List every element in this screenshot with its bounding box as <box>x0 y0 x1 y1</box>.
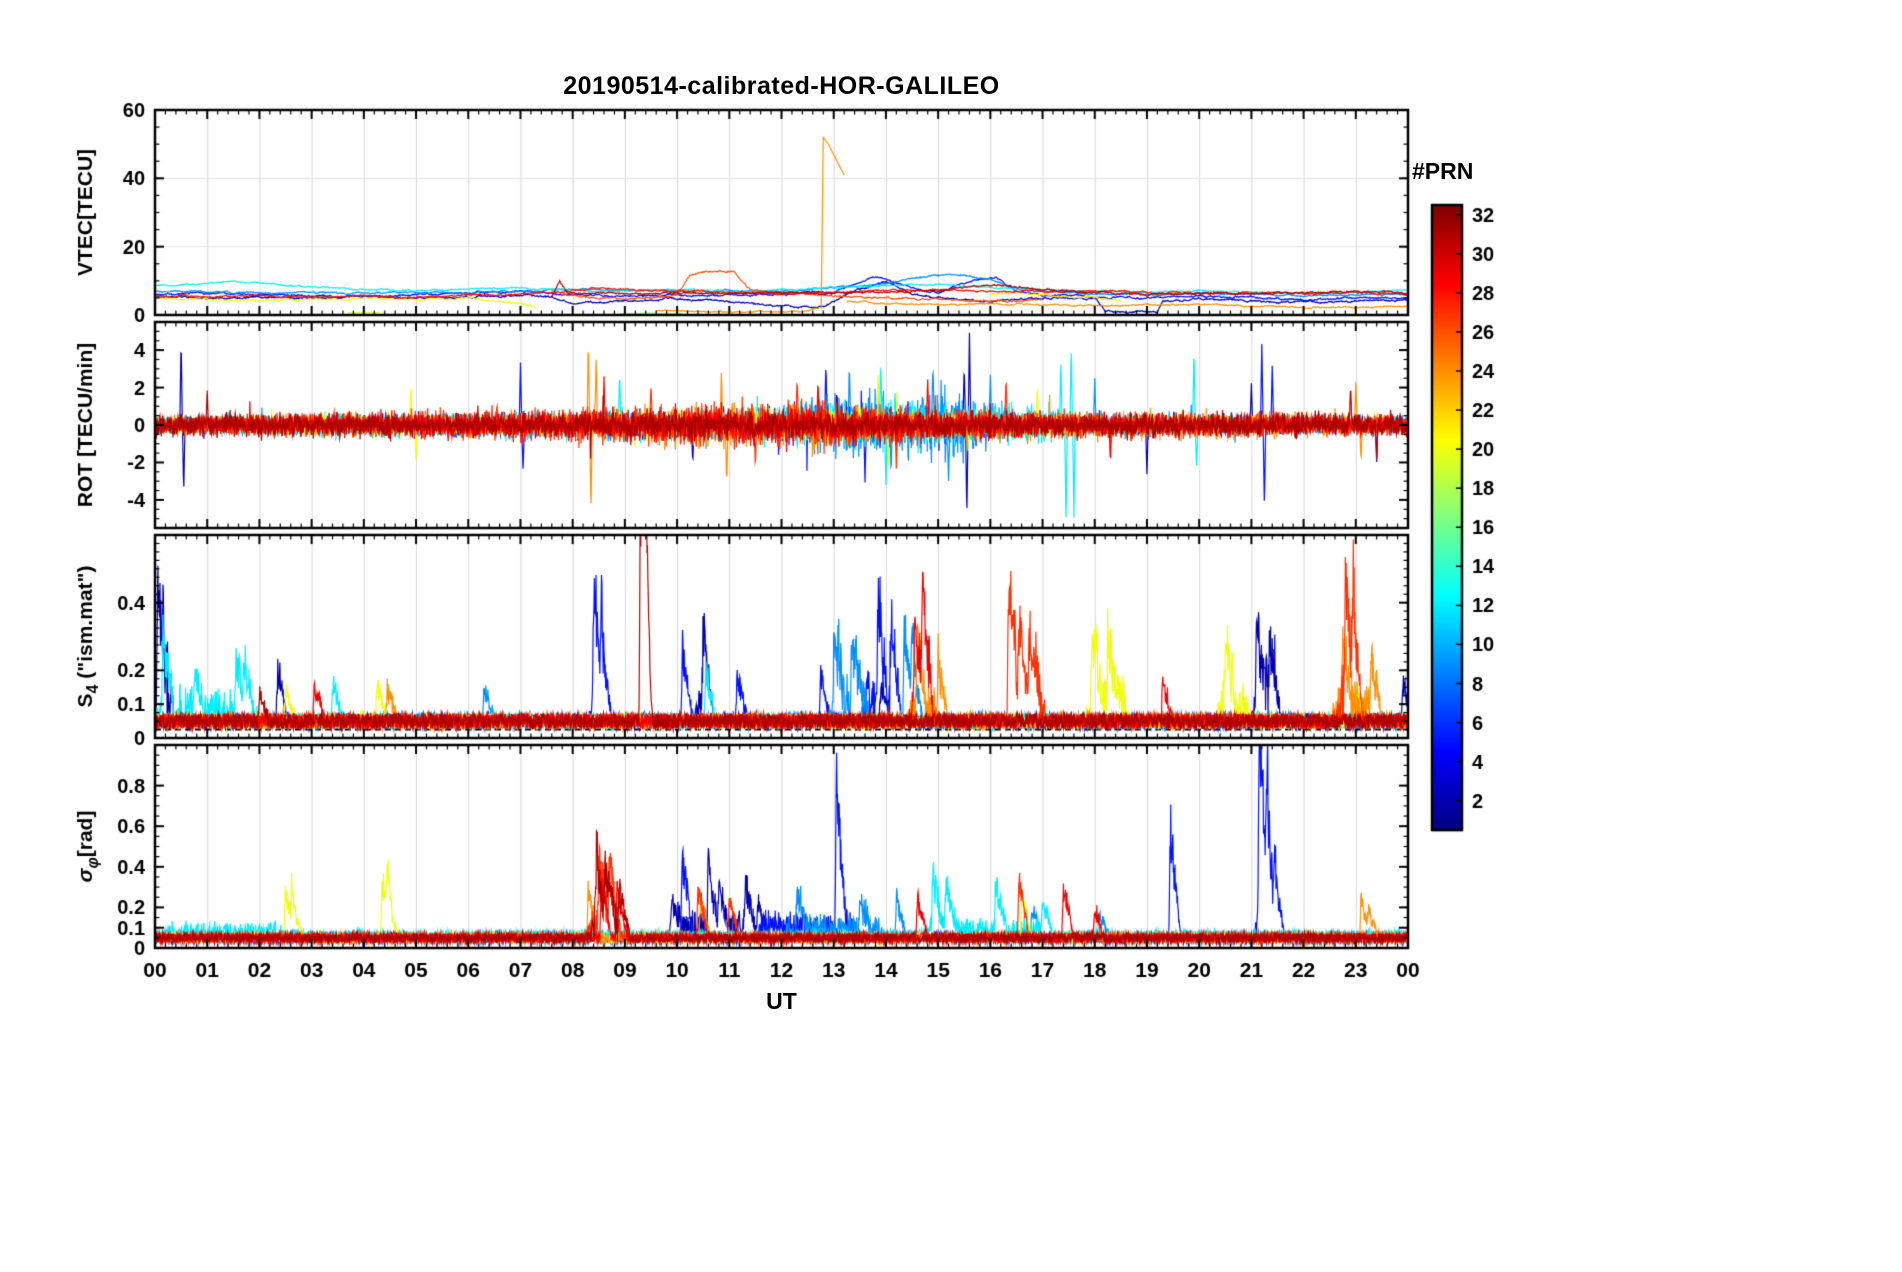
colorbar-title: #PRN <box>1412 158 1474 184</box>
x-axis-title: UT <box>766 988 797 1014</box>
chart-title: 20190514-calibrated-HOR-GALILEO <box>563 72 1000 100</box>
